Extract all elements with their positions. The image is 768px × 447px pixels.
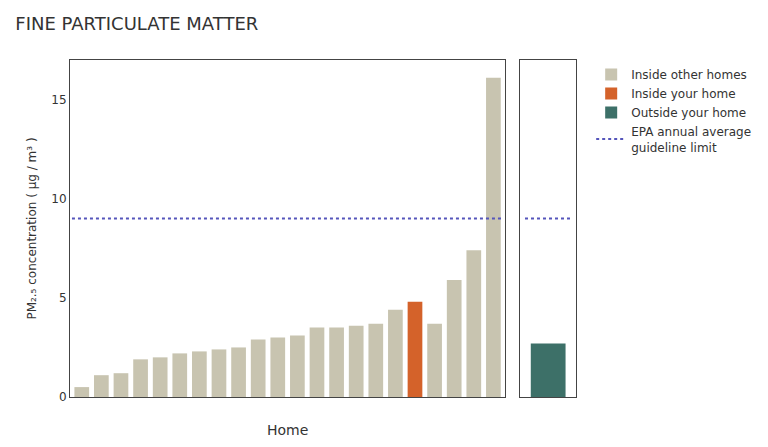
svg-text:0: 0 <box>59 390 67 404</box>
svg-text:Inside your home: Inside your home <box>631 87 735 101</box>
svg-text:5: 5 <box>59 291 67 305</box>
svg-text:Outside your home: Outside your home <box>631 106 746 120</box>
svg-text:PM₂.₅ concentration ( μg / m³: PM₂.₅ concentration ( μg / m³ ) <box>25 137 39 319</box>
svg-text:10: 10 <box>51 192 66 206</box>
svg-text:15: 15 <box>51 93 66 107</box>
svg-text:EPA annual averageguideline li: EPA annual averageguideline limit <box>631 125 751 155</box>
svg-text:FINE PARTICULATE MATTER: FINE PARTICULATE MATTER <box>15 13 258 34</box>
svg-text:Inside other homes: Inside other homes <box>631 68 747 82</box>
svg-text:Home: Home <box>267 422 308 438</box>
